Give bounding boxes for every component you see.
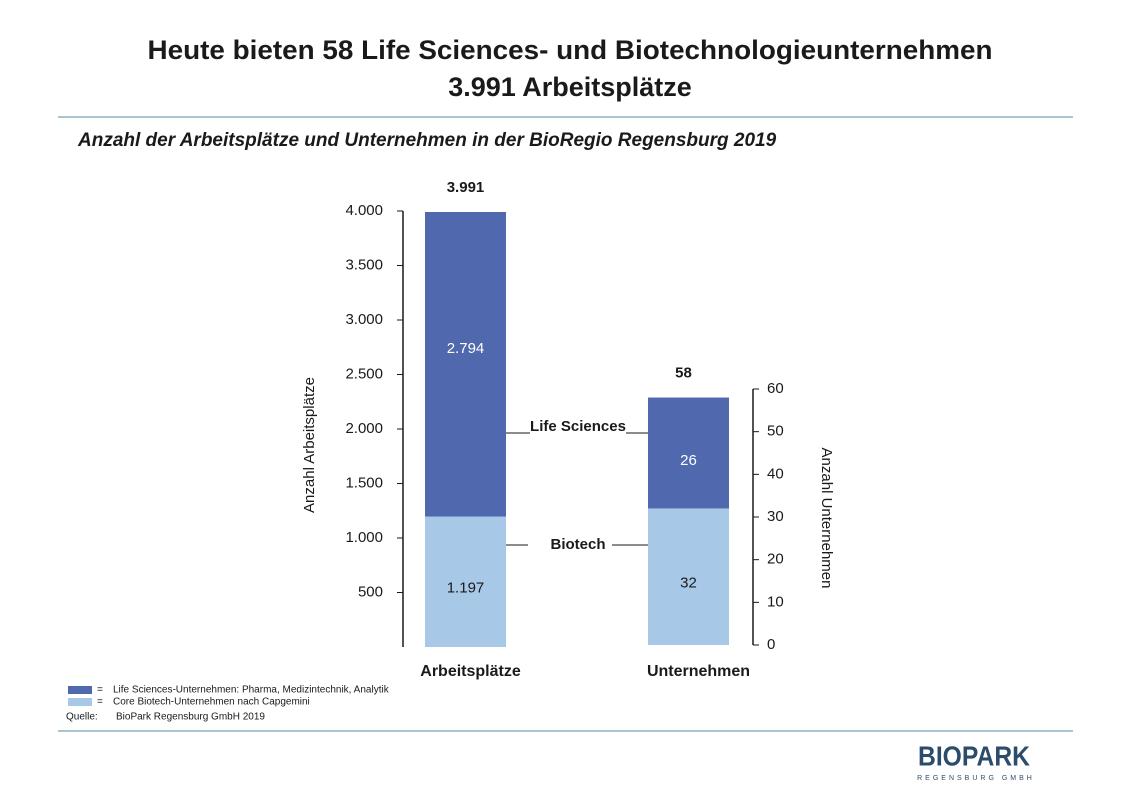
bar-segment: [425, 211, 506, 517]
y-tick-label: 3.500: [345, 256, 383, 273]
chart-title: Heute bieten 58 Life Sciences- und Biote…: [148, 35, 993, 65]
y-tick-label: 2.500: [345, 365, 383, 382]
y2-axis-label: Anzahl Unternehmen: [818, 448, 835, 589]
bar-segment: [648, 508, 729, 645]
y2-tick-label: 20: [767, 551, 784, 568]
source: BioPark Regensburg GmbH 2019: [116, 712, 265, 723]
y2-tick-label: 40: [767, 465, 784, 482]
value-label: 26: [680, 452, 697, 469]
y2-tick-label: 0: [767, 636, 775, 653]
legend-swatch: [68, 686, 92, 694]
y2-tick-label: 10: [767, 593, 784, 610]
subtitle: Anzahl der Arbeitsplätze und Unternehmen…: [77, 130, 777, 151]
legend-symbol: =: [97, 697, 103, 708]
y-tick-label: 500: [358, 583, 383, 600]
logo: BIOPARK: [918, 740, 1030, 771]
chart-title: 3.991 Arbeitsplätze: [448, 72, 692, 102]
value-label: 32: [680, 575, 697, 592]
total-label: 3.991: [447, 179, 485, 196]
legend-label: Life Sciences-Unternehmen: Pharma, Mediz…: [113, 685, 390, 696]
y-tick-label: 2.000: [345, 420, 383, 437]
y2-tick-label: 30: [767, 508, 784, 525]
series-label: Biotech: [550, 536, 606, 553]
logo-tagline: REGENSBURG GMBH: [917, 775, 1035, 782]
y-tick-label: 1.000: [345, 529, 383, 546]
bar-segment: [425, 516, 506, 647]
y-axis-label: Anzahl Arbeitsplätze: [301, 377, 318, 513]
bar-segment: [648, 397, 729, 509]
source-label: Quelle:: [66, 712, 98, 723]
legend-swatch: [68, 698, 92, 706]
legend-label: Core Biotech-Unternehmen nach Capgemini: [113, 697, 310, 708]
y2-tick-label: 60: [767, 380, 784, 397]
y-tick-label: 1.500: [345, 474, 383, 491]
total-label: 58: [675, 365, 692, 382]
value-label: 1.197: [447, 579, 485, 596]
legend-symbol: =: [97, 685, 103, 696]
y2-tick-label: 50: [767, 423, 784, 440]
y-tick-label: 3.000: [345, 311, 383, 328]
x-tick-label: Arbeitsplätze: [420, 663, 521, 680]
x-tick-label: Unternehmen: [647, 663, 750, 680]
series-label: Life Sciences: [530, 418, 626, 435]
y-tick-label: 4.000: [345, 202, 383, 219]
value-label: 2.794: [447, 340, 485, 357]
